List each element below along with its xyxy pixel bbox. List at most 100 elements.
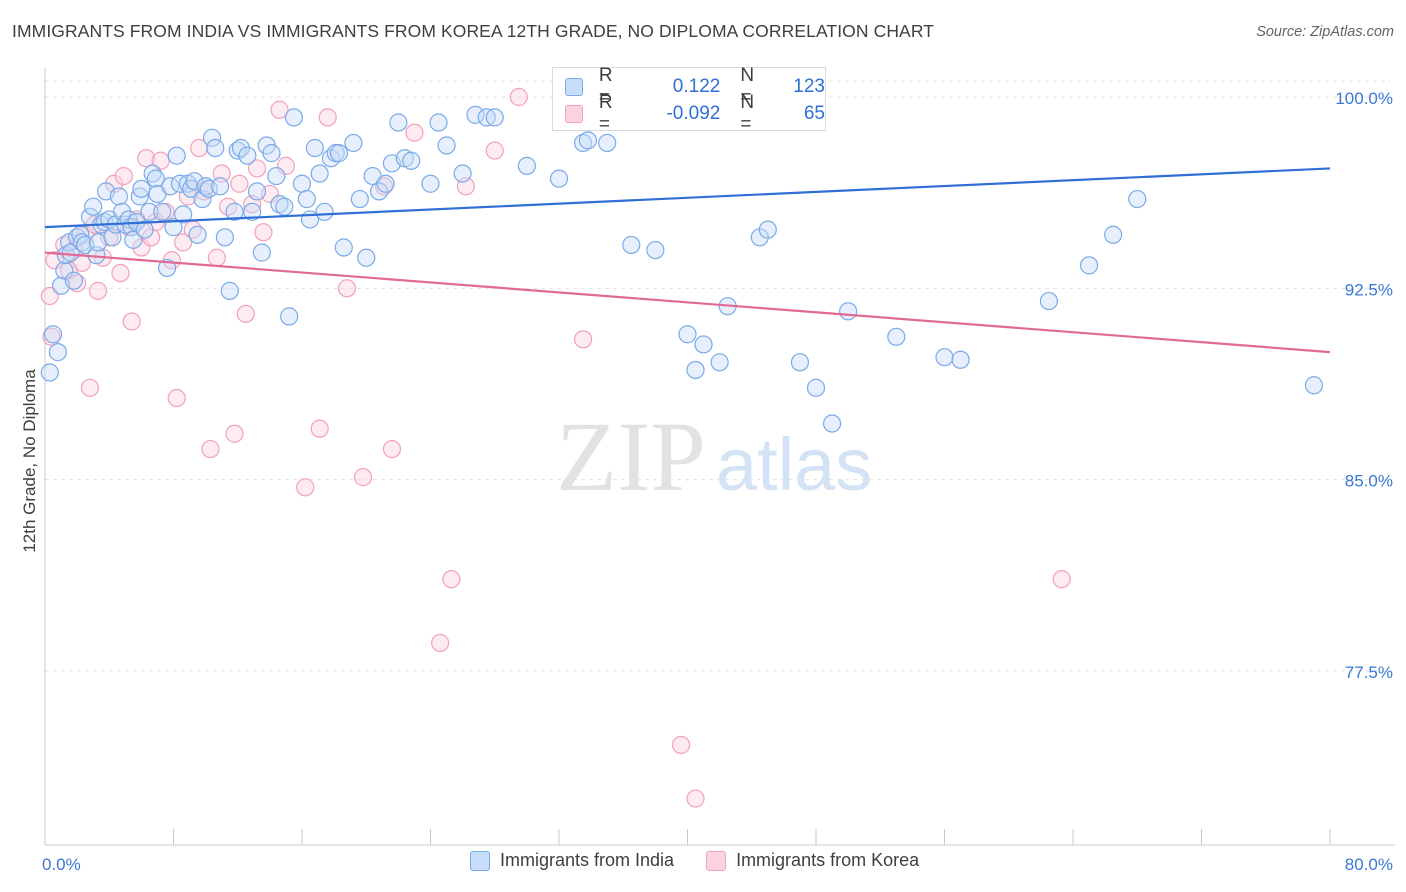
korea-point (247, 159, 267, 178)
india-point (132, 179, 151, 198)
india-point (167, 146, 186, 165)
korea-point (296, 478, 315, 497)
india-point (790, 353, 810, 372)
india-point (64, 271, 84, 290)
india-point (220, 281, 239, 300)
india-point (485, 108, 504, 127)
korea-point (310, 419, 329, 438)
india-point (297, 189, 316, 209)
legend-swatch-india (470, 850, 490, 871)
legend-item-korea[interactable]: Immigrants from Korea (706, 850, 919, 871)
chart-title: IMMIGRANTS FROM INDIA VS IMMIGRANTS FROM… (12, 21, 935, 41)
india-point (143, 164, 162, 183)
india-point (573, 133, 593, 153)
india-point (694, 335, 713, 354)
x-tick-label-max: 80.0% (1345, 855, 1393, 874)
india-point (315, 202, 334, 221)
korea-point (318, 108, 337, 127)
korea-swatch (565, 105, 583, 123)
r-label: R = (598, 65, 613, 108)
india-point (806, 378, 826, 397)
india-point (549, 169, 569, 188)
korea-point (337, 279, 357, 298)
korea-point (122, 312, 141, 331)
india-point (262, 144, 281, 163)
india-point (402, 151, 421, 170)
stats-row-korea: R = -0.092 N = 65 (565, 92, 825, 135)
india-point (329, 144, 349, 163)
india-trend-line (44, 167, 1331, 229)
india-point (146, 169, 165, 188)
korea-point (236, 304, 255, 323)
korea-point (442, 570, 461, 589)
india-point (284, 108, 304, 127)
korea-point (686, 789, 705, 808)
india-point (1304, 376, 1324, 395)
india-point (135, 220, 154, 239)
stats-box: R = 0.122 N = 123 R = -0.092 N = 65 (552, 65, 826, 135)
trend-lines (44, 167, 1331, 354)
legend-item-india[interactable]: Immigrants from India (470, 850, 674, 871)
india-point (267, 166, 286, 186)
india-point (646, 240, 665, 260)
axes (44, 68, 1395, 846)
korea-point (573, 330, 593, 349)
india-point (710, 353, 729, 372)
india-point (389, 113, 408, 132)
india-point (164, 218, 183, 237)
y-tick-label: 100.0% (1335, 89, 1393, 108)
india-point (334, 238, 353, 257)
r-label: R = (598, 92, 613, 135)
india-point (43, 325, 63, 344)
india-point (598, 133, 617, 153)
korea-point (431, 633, 450, 653)
india-point (95, 212, 114, 232)
korea-point (270, 100, 289, 119)
india-point (437, 136, 456, 155)
korea-point (254, 223, 273, 242)
india-point (280, 307, 299, 326)
india-point (839, 302, 858, 321)
tick-labels: 77.5% 85.0% 92.5% 100.0% 0.0% 80.0% (42, 89, 1393, 874)
stats-row-india: R = 0.122 N = 123 (565, 65, 825, 108)
india-point (344, 133, 363, 153)
india-point (61, 243, 80, 262)
india-point (202, 128, 222, 147)
korea-point (1052, 570, 1071, 589)
india-point (578, 131, 598, 150)
india-point (310, 164, 329, 183)
korea-point (405, 123, 424, 142)
legend-label-korea: Immigrants from Korea (736, 850, 920, 870)
india-point (228, 141, 247, 160)
n-value-india: 123 (793, 76, 825, 97)
korea-point (230, 174, 249, 193)
chart-legend: Immigrants from India Immigrants from Ko… (470, 850, 951, 871)
india-points (40, 105, 1324, 433)
india-point (758, 220, 777, 239)
india-point (124, 230, 143, 249)
india-point (305, 138, 324, 158)
india-point (1079, 256, 1099, 275)
korea-point (671, 735, 691, 755)
watermark: ZIP atlas (556, 401, 872, 512)
india-point (215, 228, 234, 247)
india-point (196, 177, 215, 196)
source-label[interactable]: Source: ZipAtlas.com (1256, 24, 1394, 40)
y-tick-label: 77.5% (1345, 663, 1393, 682)
india-point (153, 202, 172, 221)
india-point (206, 138, 225, 158)
india-swatch (565, 78, 583, 96)
india-point (429, 113, 448, 132)
korea-point (114, 166, 133, 186)
korea-point (88, 281, 108, 300)
india-point (72, 233, 92, 252)
india-point (453, 164, 472, 183)
india-point (1039, 291, 1059, 311)
r-value-korea: -0.092 (666, 103, 721, 124)
n-value-korea: 65 (803, 103, 825, 124)
y-tick-label: 92.5% (1345, 280, 1393, 299)
korea-point (509, 87, 528, 107)
korea-point (207, 248, 226, 267)
india-point (275, 197, 294, 216)
